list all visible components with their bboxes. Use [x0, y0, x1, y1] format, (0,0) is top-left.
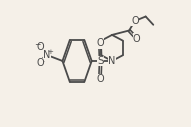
Text: O: O [36, 59, 44, 68]
Text: O: O [36, 42, 44, 52]
Text: S: S [97, 56, 104, 66]
Text: −: − [34, 40, 40, 49]
Text: O: O [131, 16, 139, 26]
Text: O: O [133, 34, 141, 44]
Text: O: O [96, 74, 104, 84]
Text: O: O [96, 38, 104, 48]
Text: +: + [47, 49, 53, 55]
Text: N: N [43, 50, 50, 60]
Text: N: N [108, 56, 116, 66]
